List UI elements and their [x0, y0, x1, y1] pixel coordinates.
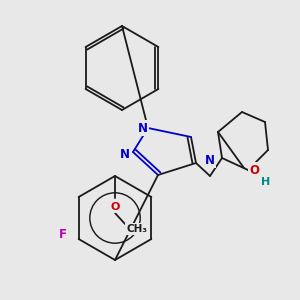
Text: H: H: [261, 177, 271, 187]
Text: N: N: [205, 154, 215, 166]
Text: F: F: [58, 229, 67, 242]
Text: N: N: [138, 122, 148, 134]
Text: CH₃: CH₃: [127, 224, 148, 234]
Text: N: N: [120, 148, 130, 160]
Text: O: O: [110, 202, 120, 212]
Text: O: O: [249, 164, 259, 176]
